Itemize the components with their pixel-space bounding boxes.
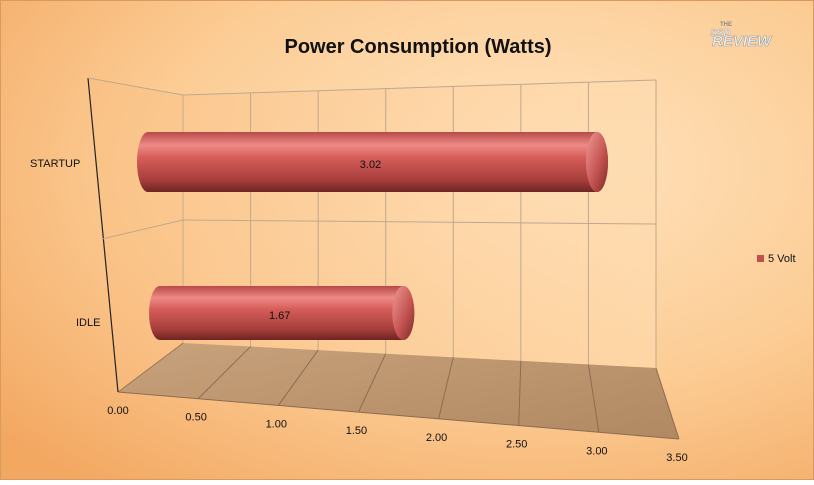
bar-idle [149,286,415,340]
x-tick-label: 2.00 [426,432,447,444]
svg-text:SSD: SSD [710,28,731,39]
floor [117,342,680,440]
x-tick-label: 0.50 [185,412,206,424]
bar-cap-startup [586,132,608,192]
floor-gridline [518,360,522,426]
data-label-startup: 3.02 [360,159,381,171]
floor-gridline [357,353,387,413]
category-axis-line [87,77,119,393]
category-label: IDLE [76,317,100,329]
floor-front-edge [117,391,680,440]
floor-gridline [438,357,454,419]
gridline-category [182,219,657,225]
side-gridline [101,219,184,240]
category-label: STARTUP [30,158,80,170]
side-top-edge [87,77,184,96]
x-tick-label: 0.00 [107,405,128,417]
floor-gridline [655,367,680,440]
svg-text:THE: THE [720,22,732,28]
floor-gridline [277,349,319,406]
floor-gridline [197,346,251,400]
svg-text:REVIEW: REVIEW [712,33,773,50]
x-tick-label: 3.50 [666,452,687,464]
x-tick-label: 1.00 [266,418,287,430]
x-tick-label: 2.50 [506,439,527,451]
bar-cap-idle [392,286,415,340]
floor-gridline [117,342,184,393]
x-tick-label: 3.00 [586,445,607,457]
legend-swatch [757,255,764,262]
x-tick-label: 1.50 [346,425,367,437]
bars-group: 3.02 1.67 [137,132,608,340]
floor-gridline [587,364,600,433]
data-label-idle: 1.67 [269,310,290,322]
wall-top-edge [182,79,657,96]
axis-labels: STARTUP IDLE 0.00 0.50 1.00 1.50 2.00 2.50 3.00 3… [30,158,688,464]
watermark-logo: THE SSD REVIEW [710,22,774,50]
chart-title: Power Consumption (Watts) [284,36,551,58]
legend-label: 5 Volt [768,253,796,265]
legend: 5 Volt [757,253,796,265]
bar-startup [137,132,608,192]
floor-panel [118,343,679,439]
